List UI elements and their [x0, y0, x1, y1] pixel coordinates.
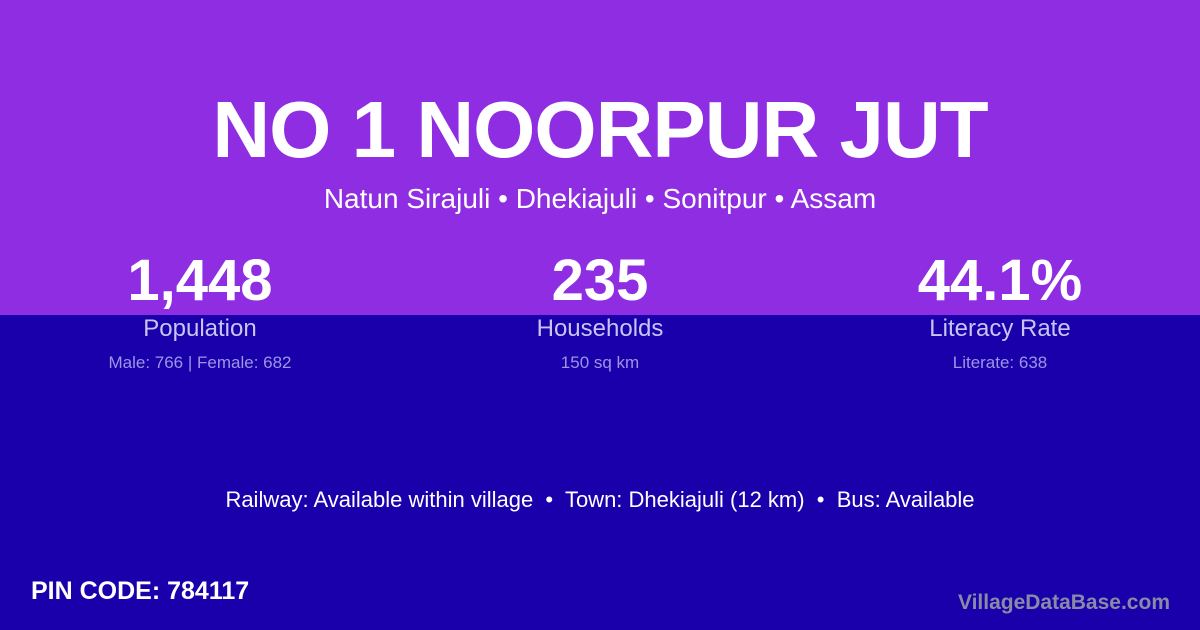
pin-code: PIN CODE: 784117 [31, 577, 250, 605]
stat-sublabel: Male: 766 | Female: 682 [108, 353, 292, 372]
stat-households: 235 Households 150 sq km [400, 248, 800, 374]
stat-label: Households [536, 315, 664, 342]
header-band [0, 0, 1200, 315]
stat-value: 44.1% [917, 248, 1083, 313]
stat-label: Population [143, 315, 257, 342]
stat-value: 235 [551, 248, 649, 313]
stat-label: Literacy Rate [929, 315, 1071, 342]
stat-population: 1,448 Population Male: 766 | Female: 682 [0, 248, 400, 374]
brand-logo: VillageDataBase.com [957, 591, 1170, 614]
location-breadcrumb: Natun Sirajuli • Dhekiajuli • Sonitpur •… [323, 183, 877, 214]
amenities-line: Railway: Available within village • Town… [225, 487, 975, 512]
village-title: NO 1 NOORPUR JUT [212, 85, 988, 174]
stat-value: 1,448 [127, 248, 273, 313]
stat-literacy: 44.1% Literacy Rate Literate: 638 [800, 248, 1200, 374]
stat-sublabel: Literate: 638 [952, 353, 1048, 372]
body-band [0, 315, 1200, 630]
stat-sublabel: 150 sq km [560, 353, 640, 372]
